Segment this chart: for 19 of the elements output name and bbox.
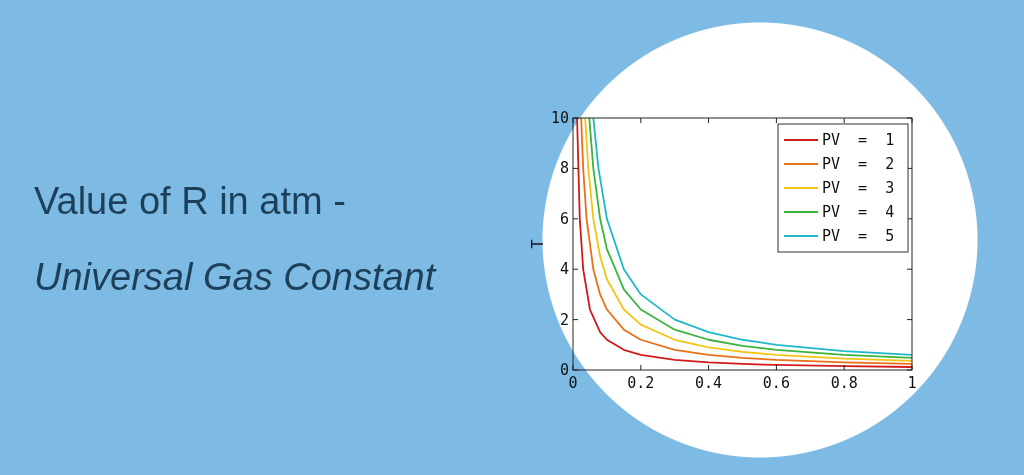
legend-label: PV = 1 xyxy=(822,131,895,149)
y-tick-label: 6 xyxy=(559,209,569,228)
x-tick-label: 1 xyxy=(907,374,917,392)
y-axis-title: T xyxy=(529,239,547,249)
x-tick-label: 0.2 xyxy=(627,374,655,392)
legend-label: PV = 2 xyxy=(822,155,895,173)
y-tick-label: 0 xyxy=(559,361,569,379)
x-tick-label: 0.4 xyxy=(695,374,723,392)
legend-label: PV = 5 xyxy=(822,227,895,245)
legend-label: PV = 3 xyxy=(822,179,895,197)
y-tick-label: 10 xyxy=(550,109,569,127)
x-tick-label: 0.8 xyxy=(830,374,858,392)
text: Value of R in atm - xyxy=(34,180,346,222)
y-tick-label: 8 xyxy=(559,159,569,178)
y-tick-label: 2 xyxy=(559,310,569,329)
text: Universal Gas Constant xyxy=(34,256,437,298)
legend-label: PV = 4 xyxy=(822,203,895,221)
y-tick-label: 4 xyxy=(559,260,569,279)
x-tick-label: 0.6 xyxy=(762,374,790,392)
